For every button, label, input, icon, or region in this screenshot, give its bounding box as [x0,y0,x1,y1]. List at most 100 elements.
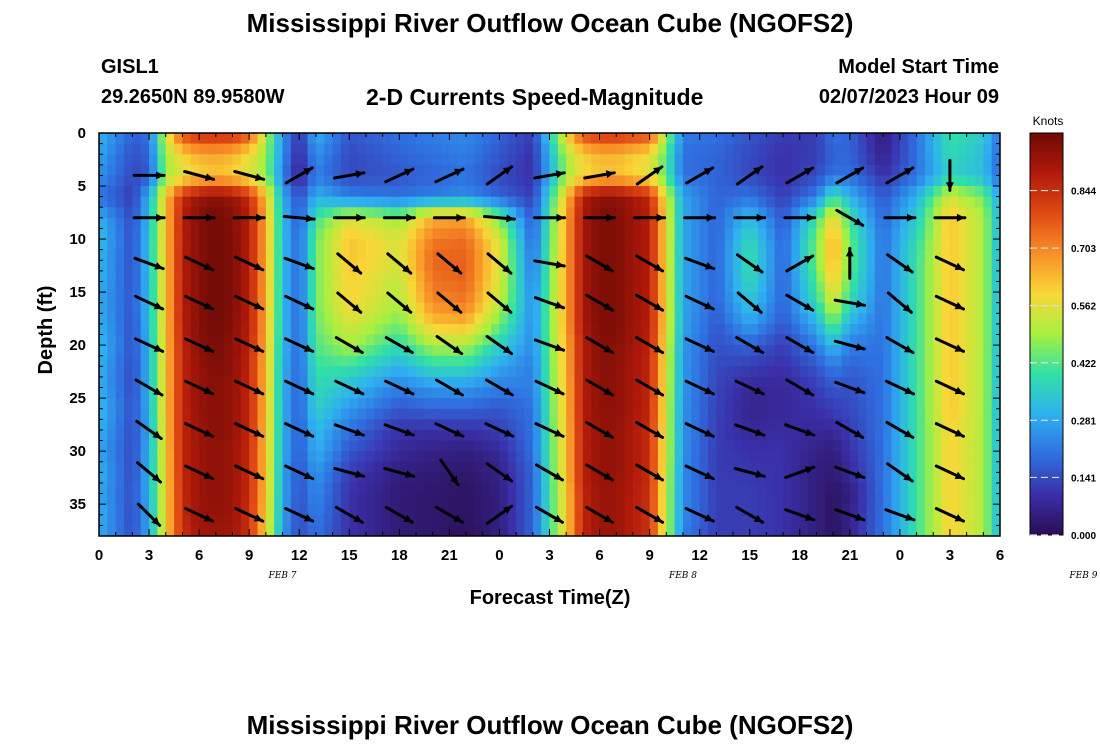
heat-cell [899,164,909,177]
heat-cell [399,228,409,240]
heat-cell [199,196,209,208]
heat-cell [783,143,793,155]
heat-cell [182,281,192,293]
heat-cell [182,440,192,452]
heat-cell [874,239,884,251]
heat-cell [124,334,133,346]
heat-cell [724,376,734,389]
heat-cell [541,451,551,463]
heat-cell [199,292,209,304]
arrow-head [502,304,511,313]
heat-cell [382,281,392,293]
current-arrow [234,255,265,272]
x-tick-label: 12 [291,547,308,564]
heat-cell [265,175,275,187]
heat-cell [390,345,400,357]
heat-cell [624,217,634,230]
heat-cell [466,239,476,251]
heat-cell [791,398,801,410]
heat-cell [340,387,350,399]
heat-cell [207,133,217,145]
heat-cell [941,355,951,367]
heat-cell [949,270,959,283]
heat-cell [307,196,317,208]
heat-cell [649,345,659,357]
heat-cell [591,472,601,484]
heat-cell [557,376,567,389]
arrow-head [903,264,913,272]
heat-cell [99,196,108,208]
heat-cell [516,323,526,336]
heat-cell [474,493,484,505]
heat-cell [933,525,943,536]
heat-cell [541,239,551,251]
heat-cell [407,281,417,293]
heat-cell [924,228,934,240]
heat-cell [349,186,359,198]
heat-cell [282,366,292,378]
heat-cell [541,164,551,177]
heat-cell [499,472,509,484]
heat-cell [833,302,843,314]
heat-cell [215,429,225,442]
heat-cell [382,440,392,452]
heat-cell [507,355,517,367]
heat-cell [349,217,359,230]
heat-cell [949,154,959,166]
heat-cell [382,345,392,357]
heat-cell [474,270,484,283]
heat-cell [949,207,959,219]
heat-cell [691,429,701,442]
heat-cell [357,239,367,251]
heat-cell [240,302,250,314]
heat-cell [307,451,317,463]
heat-cell [424,239,434,251]
heat-cell [499,461,509,473]
heat-cell [257,334,267,346]
heat-cell [432,302,442,314]
heat-cell [616,461,626,473]
heat-cell [432,260,442,272]
heat-cell [340,376,350,389]
heat-cell [607,133,617,145]
heat-cell [240,451,250,463]
heat-cell [524,196,534,208]
heat-cell [666,408,676,420]
heat-cell [390,429,400,442]
heat-cell [983,260,993,272]
heat-cell [849,334,859,346]
heat-cell [591,387,601,399]
heat-cell [933,270,943,283]
heat-cell [532,440,542,452]
heat-cell [741,398,751,410]
heat-cell [340,398,350,410]
heat-cell [991,207,1000,219]
heat-cell [949,175,959,187]
heat-cell [207,355,217,367]
heat-cell [699,196,709,208]
heat-cell [399,440,409,452]
heat-cell [257,249,267,261]
heat-cell [432,323,442,336]
heat-cell [457,217,467,230]
heat-cell [607,334,617,346]
heat-cell [774,525,784,536]
heat-cell [449,355,459,367]
heat-cell [290,398,300,410]
heat-cell [466,143,476,155]
heat-cell [974,323,984,336]
heat-cell [566,154,576,166]
heat-cell [574,419,584,431]
heat-cell [115,133,125,145]
current-arrow [884,379,915,396]
heat-cell [916,355,926,367]
arrow-head [954,302,964,310]
heat-cell [399,292,409,304]
heat-cell [991,270,1000,283]
heat-cell [941,525,951,536]
heat-cell [215,133,225,145]
heat-cell [691,408,701,420]
heat-cell [199,419,209,431]
heat-cell [858,260,868,272]
heat-cell [457,525,467,536]
